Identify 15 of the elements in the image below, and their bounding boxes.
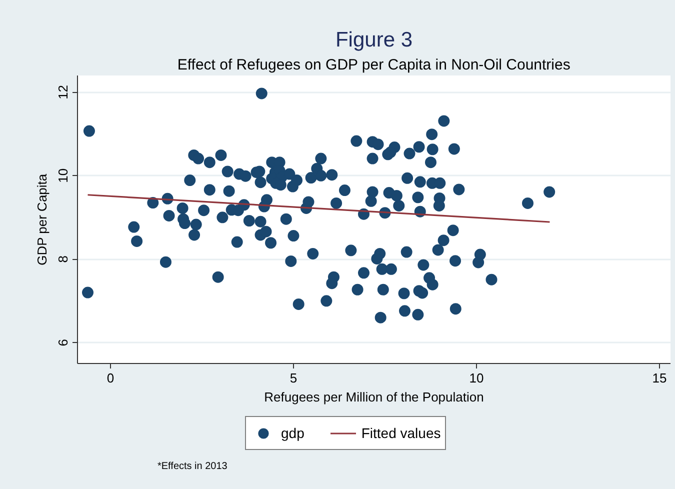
x-tick-label: 5 xyxy=(290,370,298,386)
text: *Effects in 2013 xyxy=(158,461,228,472)
x-tick-label: 10 xyxy=(469,370,484,386)
legend-label: gdp xyxy=(281,425,304,441)
legend-label: Fitted values xyxy=(361,425,441,441)
chart-subtitle: Effect of Refugees on GDP per Capita in Non-Oil Countries xyxy=(177,56,570,74)
x-tick-label: 15 xyxy=(652,370,667,386)
x-axis-title: Refugees per Million of the Population xyxy=(264,390,484,404)
y-tick-label: 12 xyxy=(56,84,70,100)
x-tick-label: 0 xyxy=(106,370,114,386)
y-tick-label: 8 xyxy=(56,256,70,263)
y-axis-title: GDP per Capita xyxy=(34,173,50,266)
chart-title: Figure 3 xyxy=(335,28,413,52)
y-tick-label: 6 xyxy=(56,339,70,346)
y-tick-label: 10 xyxy=(56,168,70,183)
